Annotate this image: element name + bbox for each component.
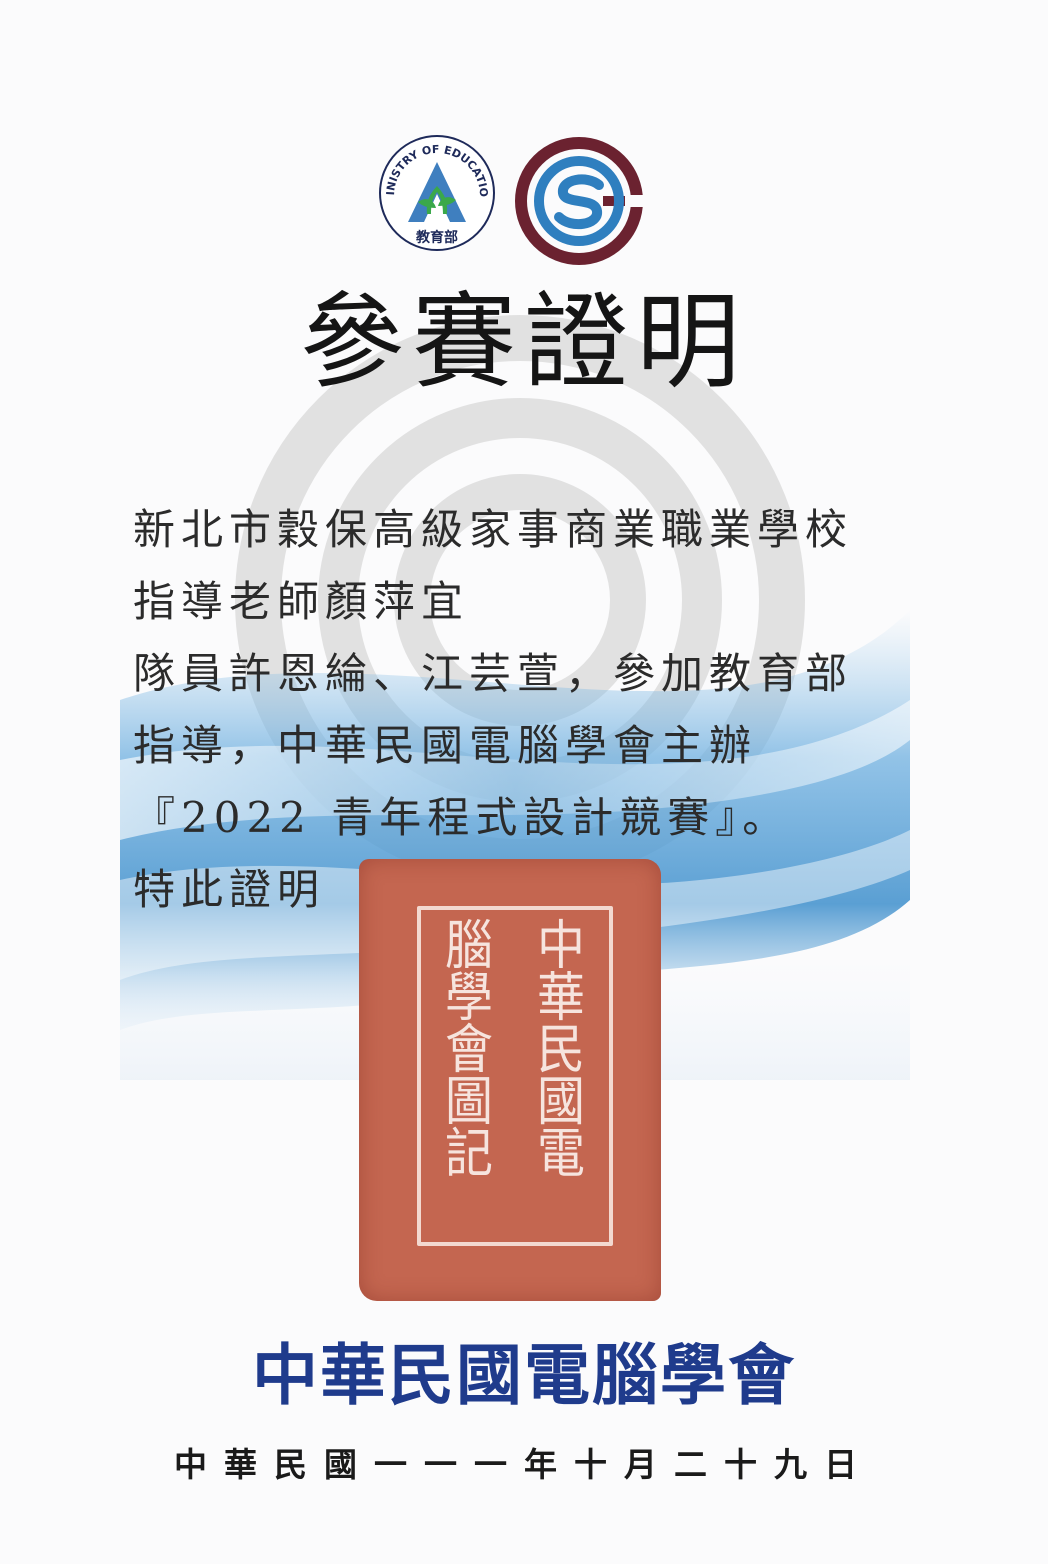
issue-date: 中華民國一一一年十月二十九日 [174, 1445, 874, 1484]
seal-column-left: 腦學會圖記 [444, 915, 493, 1185]
computer-society-logo [515, 137, 645, 265]
certificate-body: 新北市穀保高級家事商業職業學校 指導老師顏萍宜 隊員許恩綸、江芸萱，參加教育部 … [133, 500, 933, 932]
competition-line: 『2022 青年程式設計競賽』。 [133, 793, 791, 842]
ministry-of-education-logo: MINISTRY OF EDUCATION 教育部 [378, 134, 495, 251]
issuing-organization: 中華民國電腦學會 [252, 1336, 796, 1414]
seal-column-right: 中華民國電 [536, 915, 585, 1185]
certify-line: 特此證明 [133, 865, 326, 914]
seal-frame: 中華民國電 腦學會圖記 [417, 906, 613, 1246]
svg-text:教育部: 教育部 [416, 229, 458, 246]
teacher-line: 指導老師顏萍宜 [133, 577, 470, 626]
certificate-title: 參賽證明 [299, 281, 748, 403]
school-line: 新北市穀保高級家事商業職業學校 [133, 505, 854, 554]
organizer-line: 指導，中華民國電腦學會主辦 [133, 721, 758, 770]
members-line: 隊員許恩綸、江芸萱，參加教育部 [133, 649, 854, 698]
wave-band [120, 610, 910, 1030]
official-seal: 中華民國電 腦學會圖記 [359, 859, 661, 1301]
